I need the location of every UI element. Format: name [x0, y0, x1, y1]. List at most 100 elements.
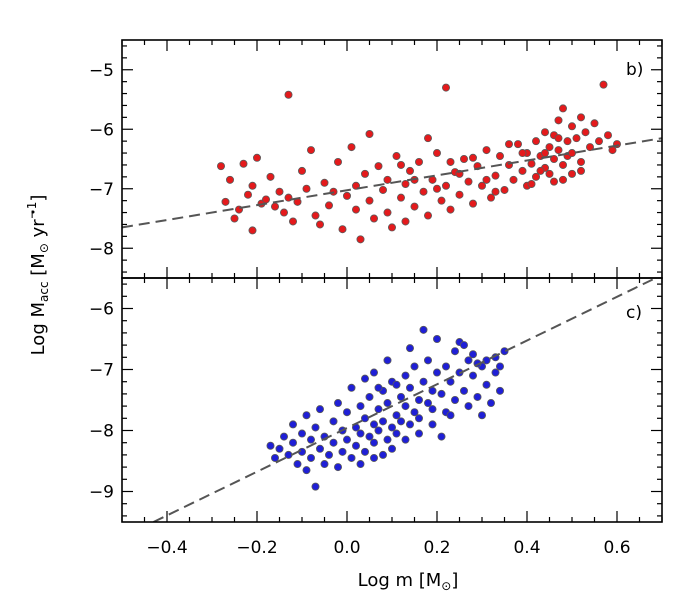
data-point [423, 211, 432, 220]
data-point [482, 146, 491, 155]
data-point [329, 438, 338, 447]
data-point [378, 185, 387, 194]
data-point [311, 482, 320, 491]
data-point [495, 152, 504, 161]
data-point [356, 429, 365, 438]
data-point [518, 166, 527, 175]
data-point [396, 417, 405, 426]
data-point [288, 420, 297, 429]
data-point [577, 166, 586, 175]
data-point [392, 380, 401, 389]
data-point [410, 408, 419, 417]
y-tick-label: −8 [89, 422, 114, 442]
points-b [216, 80, 622, 244]
data-point [306, 453, 315, 462]
data-point [459, 386, 468, 395]
data-point [595, 137, 604, 146]
data-point [536, 166, 545, 175]
data-point [450, 395, 459, 404]
data-point [554, 134, 563, 143]
data-point [419, 325, 428, 334]
data-point [360, 169, 369, 178]
data-point [356, 402, 365, 411]
data-point [432, 334, 441, 343]
data-point [581, 128, 590, 137]
data-point [410, 362, 419, 371]
data-point [482, 380, 491, 389]
data-point [604, 131, 613, 140]
data-point [527, 179, 536, 188]
data-point [374, 383, 383, 392]
data-point [324, 450, 333, 459]
data-point [306, 435, 315, 444]
data-point [383, 175, 392, 184]
data-point [401, 179, 410, 188]
data-point [504, 140, 513, 149]
data-point [410, 202, 419, 211]
data-point [545, 143, 554, 152]
data-point [563, 137, 572, 146]
data-point [550, 177, 559, 186]
data-point [230, 214, 239, 223]
data-point [297, 429, 306, 438]
data-point [333, 157, 342, 166]
points-c [266, 325, 509, 491]
data-point [559, 104, 568, 113]
data-point [577, 157, 586, 166]
data-point [401, 217, 410, 226]
data-point [477, 411, 486, 420]
data-point [333, 463, 342, 472]
data-point [275, 444, 284, 453]
data-point [365, 392, 374, 401]
data-point [495, 386, 504, 395]
data-point [559, 160, 568, 169]
data-point [342, 408, 351, 417]
data-point [514, 140, 523, 149]
data-point [311, 423, 320, 432]
data-point [351, 205, 360, 214]
data-point [401, 371, 410, 380]
data-point [491, 368, 500, 377]
y-tick-label: −6 [89, 300, 114, 320]
data-point [450, 347, 459, 356]
data-point [383, 435, 392, 444]
y-tick-label: −9 [89, 483, 114, 503]
data-point [572, 134, 581, 143]
mdot-accent-dot [31, 210, 35, 214]
data-point [374, 162, 383, 171]
data-point [405, 420, 414, 429]
data-point [414, 157, 423, 166]
data-point [473, 392, 482, 401]
data-point [356, 460, 365, 469]
data-point [329, 417, 338, 426]
data-point [396, 193, 405, 202]
data-point [437, 432, 446, 441]
data-point [446, 157, 455, 166]
panel-c: −9 −8 −7 −6 c) [89, 277, 663, 523]
data-point [338, 225, 347, 234]
data-point [284, 90, 293, 99]
fit-line [153, 278, 659, 522]
data-point [419, 187, 428, 196]
data-point [559, 175, 568, 184]
data-point [446, 411, 455, 420]
data-point [437, 389, 446, 398]
data-point [491, 187, 500, 196]
x-tick-label: 0.0 [333, 538, 360, 558]
x-tick-label: 0.2 [423, 538, 450, 558]
x-tick-label: −0.2 [236, 538, 277, 558]
data-point [577, 113, 586, 122]
data-point [509, 175, 518, 184]
data-point [356, 235, 365, 244]
data-point [414, 414, 423, 423]
data-point [315, 220, 324, 229]
y-tick-label: −7 [89, 361, 114, 381]
panel-label: b) [626, 60, 643, 80]
fit-line [122, 137, 662, 229]
data-point [293, 460, 302, 469]
data-point [477, 181, 486, 190]
data-point [347, 143, 356, 152]
panel-b: −8 −7 −6 −5 b) [89, 39, 663, 279]
data-point [383, 208, 392, 217]
y-tick-label: −8 [89, 239, 114, 259]
